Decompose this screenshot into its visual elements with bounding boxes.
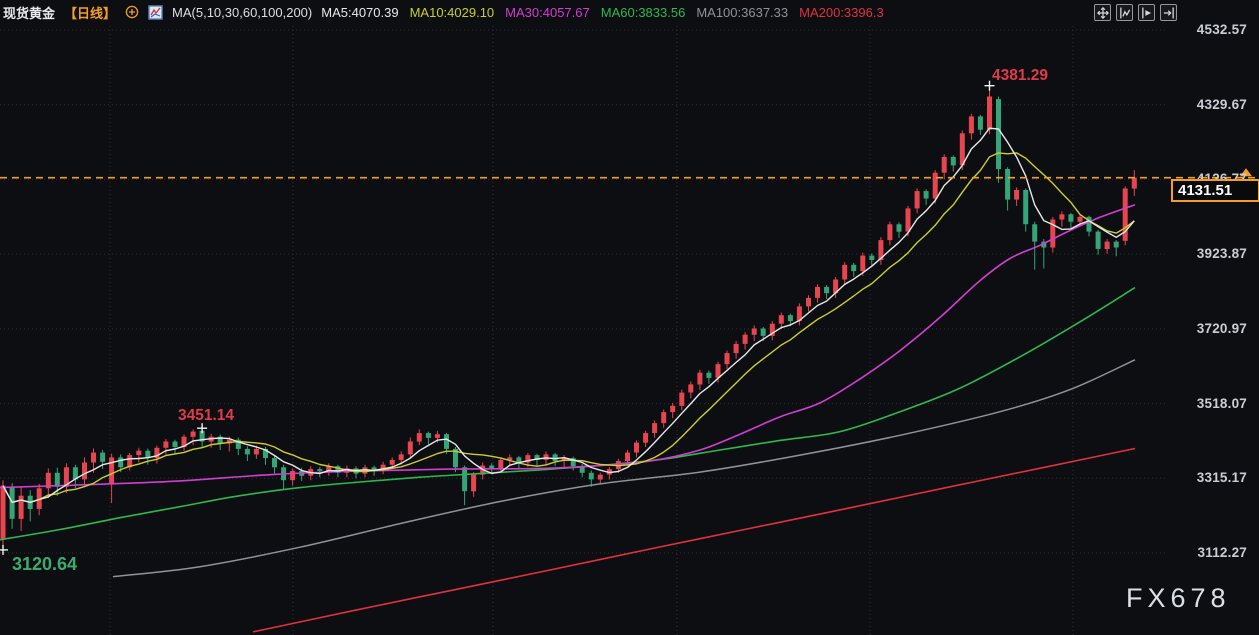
pan-right-button[interactable] (1160, 4, 1177, 21)
move-tool-button[interactable] (1094, 4, 1111, 21)
symbol-title: 现货黄金 (3, 5, 56, 21)
chart-header: 现货黄金 【日线】 MA(5,10,30,60,100,200) MA5:407… (3, 0, 895, 24)
price-axis-label: 3518.07 (1196, 395, 1247, 411)
price-axis-label: 4329.67 (1196, 96, 1247, 112)
price-axis-label: 3923.87 (1196, 246, 1247, 262)
chart-toolbar (1094, 4, 1177, 21)
ma-value: MA200:3396.3 (799, 4, 884, 20)
ma-value: MA100:3637.33 (696, 4, 789, 20)
price-axis-label: 4532.57 (1196, 22, 1247, 37)
axis-chart-button[interactable] (1116, 4, 1133, 21)
chart-play-icon (1141, 7, 1151, 18)
period-label[interactable]: 【日线】 (64, 5, 117, 21)
price-axis-label: 3720.97 (1196, 320, 1247, 336)
price-axis-label: 3112.27 (1197, 545, 1247, 560)
price-axis-label: 3315.17 (1196, 470, 1247, 486)
watermark: FX678 (1126, 583, 1231, 613)
move-icon (1096, 6, 1109, 19)
price-annotation: 4381.29 (992, 67, 1048, 84)
price-annotation: 3120.64 (12, 554, 77, 574)
ma-value: MA10:4029.10 (409, 4, 495, 20)
current-price-tag: 4131.51 (1171, 179, 1259, 202)
arrow-to-bar-icon (1163, 7, 1174, 18)
chart-axis-left-icon (1119, 7, 1130, 18)
zoom-plus-icon[interactable] (125, 5, 139, 19)
price-annotation: 3451.14 (178, 407, 234, 424)
indicator-chart-icon[interactable] (148, 4, 163, 20)
ma-values-list: MA5:4070.39 MA10:4029.10 MA30:4057.67 MA60:… (321, 5, 894, 20)
ma-value: MA30:4057.67 (505, 4, 590, 20)
ma-value: MA60:3833.56 (600, 4, 686, 20)
ma-overlay-label: MA(5,10,30,60,100,200) (172, 4, 313, 20)
play-chart-button[interactable] (1138, 4, 1155, 21)
ma-value: MA5:4070.39 (321, 4, 399, 20)
